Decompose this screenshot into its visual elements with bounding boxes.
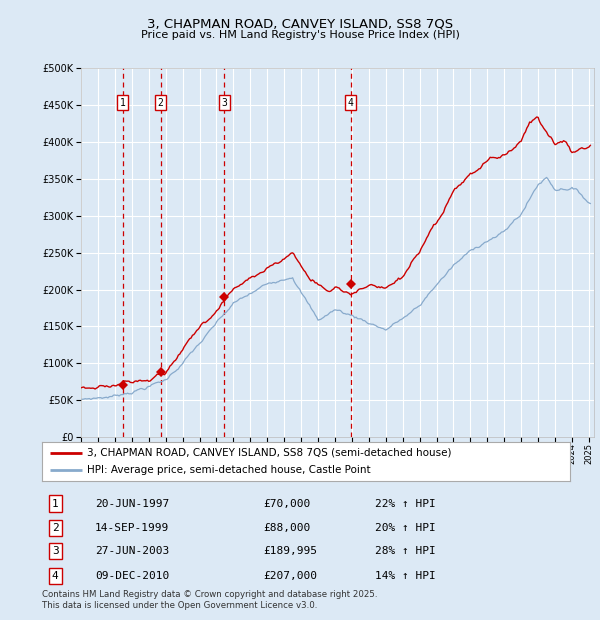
Text: 3, CHAPMAN ROAD, CANVEY ISLAND, SS8 7QS (semi-detached house): 3, CHAPMAN ROAD, CANVEY ISLAND, SS8 7QS … <box>87 448 451 458</box>
Text: 20-JUN-1997: 20-JUN-1997 <box>95 498 169 508</box>
Text: £88,000: £88,000 <box>264 523 311 533</box>
Text: 4: 4 <box>347 98 353 108</box>
Text: 1: 1 <box>120 98 125 108</box>
Text: 3: 3 <box>221 98 227 108</box>
Text: 09-DEC-2010: 09-DEC-2010 <box>95 571 169 581</box>
Text: 1: 1 <box>52 498 59 508</box>
Text: 3, CHAPMAN ROAD, CANVEY ISLAND, SS8 7QS: 3, CHAPMAN ROAD, CANVEY ISLAND, SS8 7QS <box>147 17 453 30</box>
Text: 2: 2 <box>158 98 164 108</box>
Text: £70,000: £70,000 <box>264 498 311 508</box>
Text: £189,995: £189,995 <box>264 546 318 556</box>
Text: Price paid vs. HM Land Registry's House Price Index (HPI): Price paid vs. HM Land Registry's House … <box>140 30 460 40</box>
Text: 3: 3 <box>52 546 59 556</box>
Text: HPI: Average price, semi-detached house, Castle Point: HPI: Average price, semi-detached house,… <box>87 465 371 475</box>
Text: 20% ↑ HPI: 20% ↑ HPI <box>374 523 436 533</box>
Text: 27-JUN-2003: 27-JUN-2003 <box>95 546 169 556</box>
Text: Contains HM Land Registry data © Crown copyright and database right 2025.
This d: Contains HM Land Registry data © Crown c… <box>42 590 377 609</box>
Text: 28% ↑ HPI: 28% ↑ HPI <box>374 546 436 556</box>
Text: £207,000: £207,000 <box>264 571 318 581</box>
Text: 22% ↑ HPI: 22% ↑ HPI <box>374 498 436 508</box>
Text: 4: 4 <box>52 571 59 581</box>
Text: 14-SEP-1999: 14-SEP-1999 <box>95 523 169 533</box>
Text: 14% ↑ HPI: 14% ↑ HPI <box>374 571 436 581</box>
Text: 2: 2 <box>52 523 59 533</box>
